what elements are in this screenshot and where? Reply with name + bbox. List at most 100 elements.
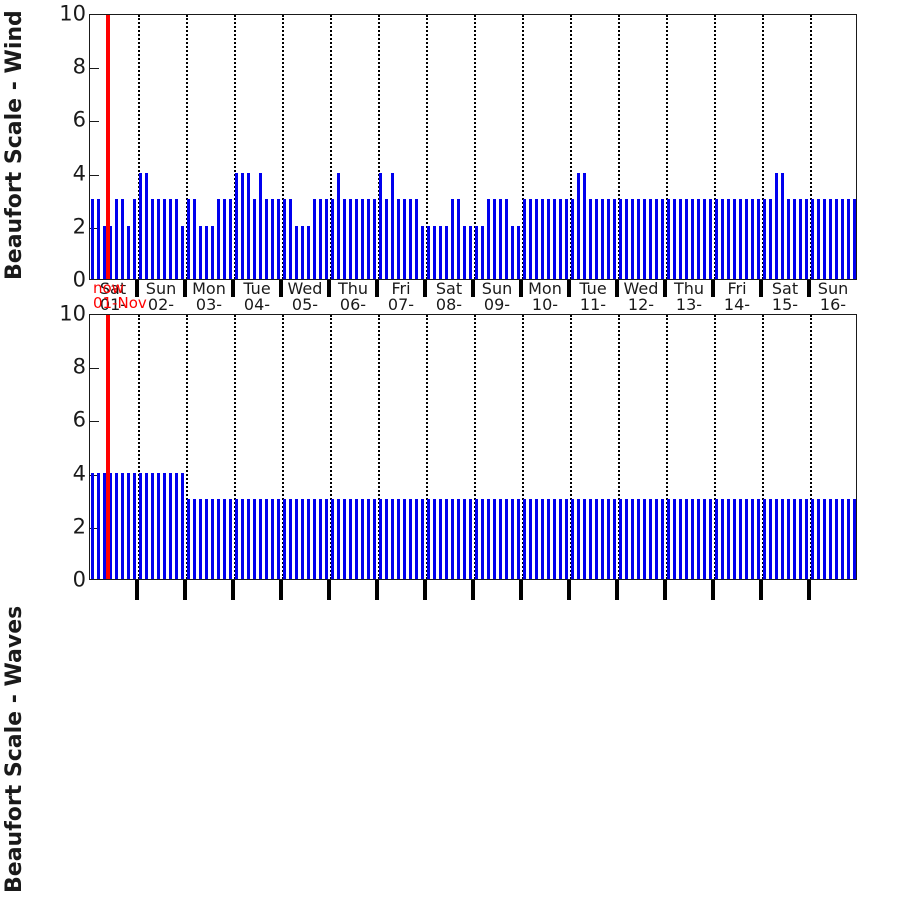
bar (480, 499, 485, 579)
x-axis-day-separator (423, 280, 427, 297)
x-axis-tick (663, 580, 667, 600)
y-tick-mark (90, 227, 99, 229)
day-gridline (666, 315, 668, 579)
day-gridline (186, 15, 188, 279)
y-tick-mark (90, 421, 99, 423)
bar (612, 199, 617, 279)
now-marker-line (105, 15, 110, 279)
bar (744, 199, 749, 279)
y-tick-label: 0 (72, 567, 86, 592)
y-axis-title-waves: Beaufort Scale - Waves (2, 605, 27, 893)
bar (204, 499, 209, 579)
bar (372, 199, 377, 279)
bar (456, 199, 461, 279)
bar (678, 199, 683, 279)
bar (756, 499, 761, 579)
bar (258, 172, 263, 279)
x-axis-day-separator (759, 280, 763, 297)
bar (582, 172, 587, 279)
bar (516, 225, 521, 279)
bar (648, 199, 653, 279)
now-marker-line (105, 315, 110, 579)
bar (618, 199, 623, 279)
bar (186, 499, 191, 579)
day-gridline (426, 315, 428, 579)
x-axis-tick (615, 580, 619, 600)
x-axis-day-separator (663, 280, 667, 297)
bar (702, 199, 707, 279)
bar (660, 199, 665, 279)
now-marker-label-text: now (92, 279, 124, 297)
bar (810, 499, 815, 579)
bar (546, 199, 551, 279)
bar (768, 199, 773, 279)
bar (768, 499, 773, 579)
bar (312, 499, 317, 579)
x-axis-day-separator (471, 280, 475, 297)
bar (444, 225, 449, 279)
bar (180, 472, 185, 579)
bar (138, 172, 143, 279)
bar (90, 199, 95, 279)
bar (474, 499, 479, 579)
x-axis-tick (759, 580, 763, 600)
bar (690, 199, 695, 279)
bar (726, 199, 731, 279)
bar (720, 199, 725, 279)
bar (606, 199, 611, 279)
x-axis-day-of-week: Wed (623, 279, 659, 298)
x-axis-day-separator (231, 280, 235, 297)
bar (108, 472, 113, 579)
y-tick-label: 8 (72, 54, 86, 79)
bar (408, 199, 413, 279)
bar (564, 199, 569, 279)
now-marker-label: now 01-Nov (93, 281, 147, 311)
day-gridline (522, 315, 524, 579)
bar (102, 225, 107, 279)
bar (540, 499, 545, 579)
bar (156, 472, 161, 579)
bar (750, 199, 755, 279)
bar (252, 499, 257, 579)
bar (612, 499, 617, 579)
bar (828, 499, 833, 579)
bar (144, 472, 149, 579)
bar (270, 199, 275, 279)
bar (840, 499, 845, 579)
bar (774, 499, 779, 579)
bar (732, 499, 737, 579)
bar (630, 199, 635, 279)
bar (792, 199, 797, 279)
bar (480, 225, 485, 279)
day-gridline (762, 315, 764, 579)
bar (180, 225, 185, 279)
day-gridline (618, 315, 620, 579)
x-axis-day-of-week: Sat (435, 279, 463, 298)
bar (138, 472, 143, 579)
bar (402, 499, 407, 579)
x-axis-tick (135, 580, 139, 600)
bar (594, 499, 599, 579)
bar (462, 225, 467, 279)
bar (324, 499, 329, 579)
bar (816, 199, 821, 279)
bar (90, 472, 95, 579)
bar (192, 199, 197, 279)
bar (684, 499, 689, 579)
bar (372, 499, 377, 579)
x-axis-day-of-week: Sun (481, 279, 513, 298)
bar (642, 499, 647, 579)
bar (432, 225, 437, 279)
bar (690, 499, 695, 579)
bar (696, 499, 701, 579)
day-gridline (570, 15, 572, 279)
bar (222, 199, 227, 279)
bar (216, 199, 221, 279)
bar (282, 199, 287, 279)
bar (240, 499, 245, 579)
bar (276, 199, 281, 279)
bar (132, 199, 137, 279)
x-axis-day-separator (327, 280, 331, 297)
bar (810, 199, 815, 279)
